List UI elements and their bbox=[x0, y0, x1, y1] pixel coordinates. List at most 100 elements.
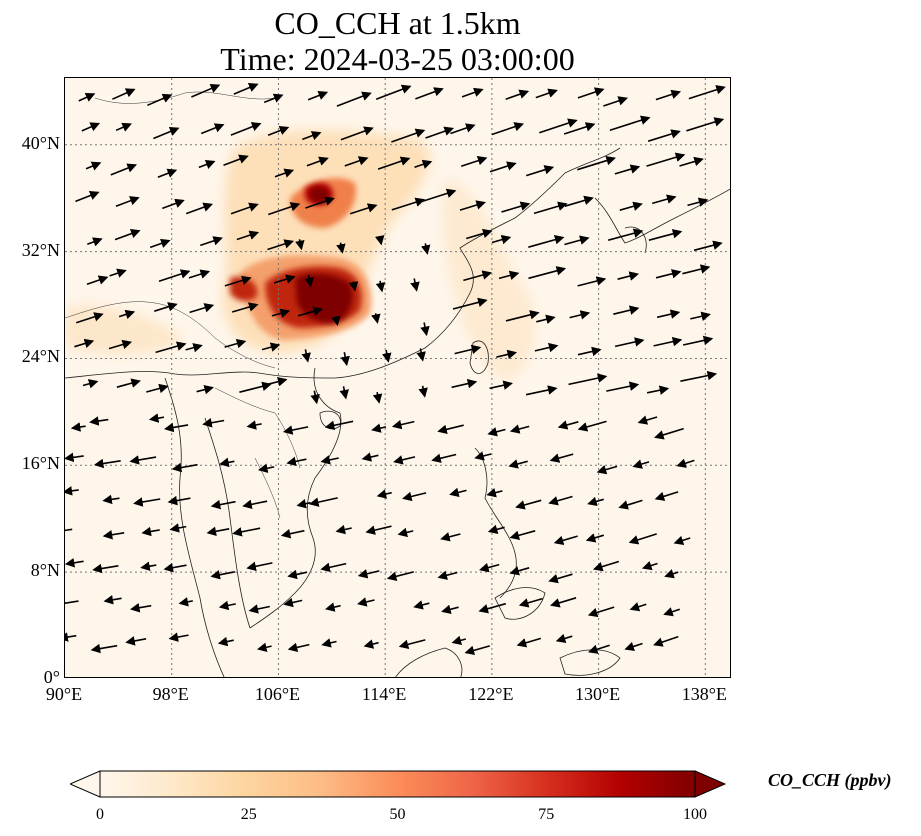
colorbar-tick-label: 75 bbox=[538, 806, 555, 823]
wind-arrow bbox=[628, 533, 657, 545]
wind-arrow bbox=[614, 337, 645, 348]
wind-arrow bbox=[459, 200, 486, 211]
wind-arrow bbox=[320, 455, 339, 465]
wind-arrow bbox=[654, 491, 679, 501]
wind-arrow bbox=[693, 240, 723, 252]
wind-arrow bbox=[596, 465, 618, 475]
wind-arrow bbox=[632, 459, 650, 469]
wind-arrow bbox=[246, 561, 273, 572]
wind-arrow bbox=[118, 309, 136, 319]
wind-arrow bbox=[218, 600, 236, 611]
wind-arrow bbox=[158, 269, 191, 282]
map-svg bbox=[65, 78, 730, 677]
wind-arrow bbox=[450, 123, 476, 135]
wind-arrow bbox=[339, 386, 349, 400]
wind-arrow bbox=[647, 129, 681, 142]
wind-arrow bbox=[70, 422, 86, 432]
gulf-coastline bbox=[204, 417, 251, 629]
wind-arrow bbox=[306, 156, 329, 167]
wind-arrow bbox=[508, 459, 528, 469]
wind-arrow bbox=[115, 196, 140, 208]
wind-arrow bbox=[377, 156, 411, 170]
wind-arrow bbox=[171, 462, 198, 473]
wind-arrow bbox=[656, 309, 681, 319]
wind-arrow bbox=[164, 422, 189, 433]
wind-arrow bbox=[102, 494, 120, 505]
wind-arrow bbox=[65, 486, 79, 496]
wind-arrow bbox=[413, 600, 430, 610]
wind-arrow bbox=[663, 607, 681, 617]
mindanao-island bbox=[494, 587, 546, 620]
wind-arrow bbox=[206, 526, 230, 537]
wind-arrow bbox=[410, 278, 420, 292]
wind-arrow bbox=[431, 453, 457, 463]
wind-arrow bbox=[169, 523, 187, 533]
colorbar-extend-low bbox=[70, 770, 101, 798]
colorbar-gradient bbox=[99, 770, 696, 798]
chart-subtitle-time: Time: 2024-03-25 03:00:00 bbox=[220, 41, 575, 77]
wind-arrow bbox=[679, 156, 704, 167]
wind-arrow bbox=[309, 497, 338, 507]
wind-arrow bbox=[474, 451, 492, 461]
wind-arrow bbox=[451, 635, 467, 646]
wind-arrow bbox=[648, 229, 683, 241]
wind-arrow bbox=[664, 569, 679, 579]
wind-arrow bbox=[310, 390, 320, 405]
wind-arrow bbox=[141, 526, 160, 537]
wind-arrow bbox=[487, 427, 506, 437]
wind-arrow bbox=[425, 126, 455, 139]
wind-arrow bbox=[236, 230, 260, 241]
wind-arrow bbox=[539, 118, 578, 134]
wind-arrow bbox=[202, 418, 225, 428]
wind-arrow bbox=[302, 131, 322, 141]
wind-arrow bbox=[331, 315, 341, 326]
wind-arrow bbox=[557, 420, 579, 430]
wind-arrow bbox=[553, 535, 578, 546]
wind-arrow bbox=[673, 535, 691, 545]
wind-arrow bbox=[295, 239, 305, 251]
wind-arrow bbox=[196, 384, 214, 395]
wind-arrow bbox=[273, 274, 296, 284]
wind-arrow bbox=[609, 115, 651, 132]
wind-arrow bbox=[200, 236, 223, 247]
wind-vectors bbox=[65, 83, 726, 656]
wind-arrow bbox=[451, 378, 478, 389]
wind-arrow bbox=[110, 163, 137, 176]
wind-arrow bbox=[129, 455, 157, 465]
wind-arrow bbox=[325, 602, 341, 612]
wind-arrow bbox=[651, 194, 677, 205]
wind-arrow bbox=[210, 570, 235, 580]
wind-arrow bbox=[363, 639, 379, 649]
lon-tick-label: 122°E bbox=[468, 684, 514, 704]
hainan-island bbox=[319, 410, 341, 430]
wind-arrow bbox=[155, 341, 187, 354]
wind-arrow bbox=[653, 336, 683, 347]
lon-tick-label: 114°E bbox=[361, 684, 407, 704]
wind-arrow bbox=[641, 560, 658, 571]
wind-arrow bbox=[167, 495, 191, 506]
wind-arrow bbox=[680, 370, 718, 382]
wind-arrow bbox=[509, 424, 530, 434]
wind-arrow bbox=[577, 155, 616, 171]
wind-arrow bbox=[646, 385, 670, 395]
wind-arrow bbox=[629, 602, 647, 612]
wind-arrow bbox=[217, 636, 234, 647]
co-concentration-field bbox=[65, 129, 536, 380]
wind-arrow bbox=[533, 201, 568, 215]
wind-arrow bbox=[371, 423, 387, 433]
wind-arrow bbox=[464, 645, 491, 656]
malay-coastline bbox=[164, 377, 225, 677]
wind-arrow bbox=[147, 93, 173, 107]
wind-arrow bbox=[267, 239, 295, 251]
wind-arrow bbox=[287, 642, 310, 653]
wind-arrow bbox=[82, 379, 99, 389]
wind-arrow bbox=[89, 416, 109, 426]
wind-arrow bbox=[418, 385, 428, 398]
wind-arrow bbox=[690, 311, 711, 321]
wind-arrow bbox=[108, 339, 133, 350]
border-line bbox=[254, 457, 281, 519]
wind-arrow bbox=[349, 203, 378, 215]
wind-arrow bbox=[130, 603, 152, 613]
wind-arrow bbox=[267, 126, 290, 136]
wind-arrow bbox=[296, 499, 311, 509]
